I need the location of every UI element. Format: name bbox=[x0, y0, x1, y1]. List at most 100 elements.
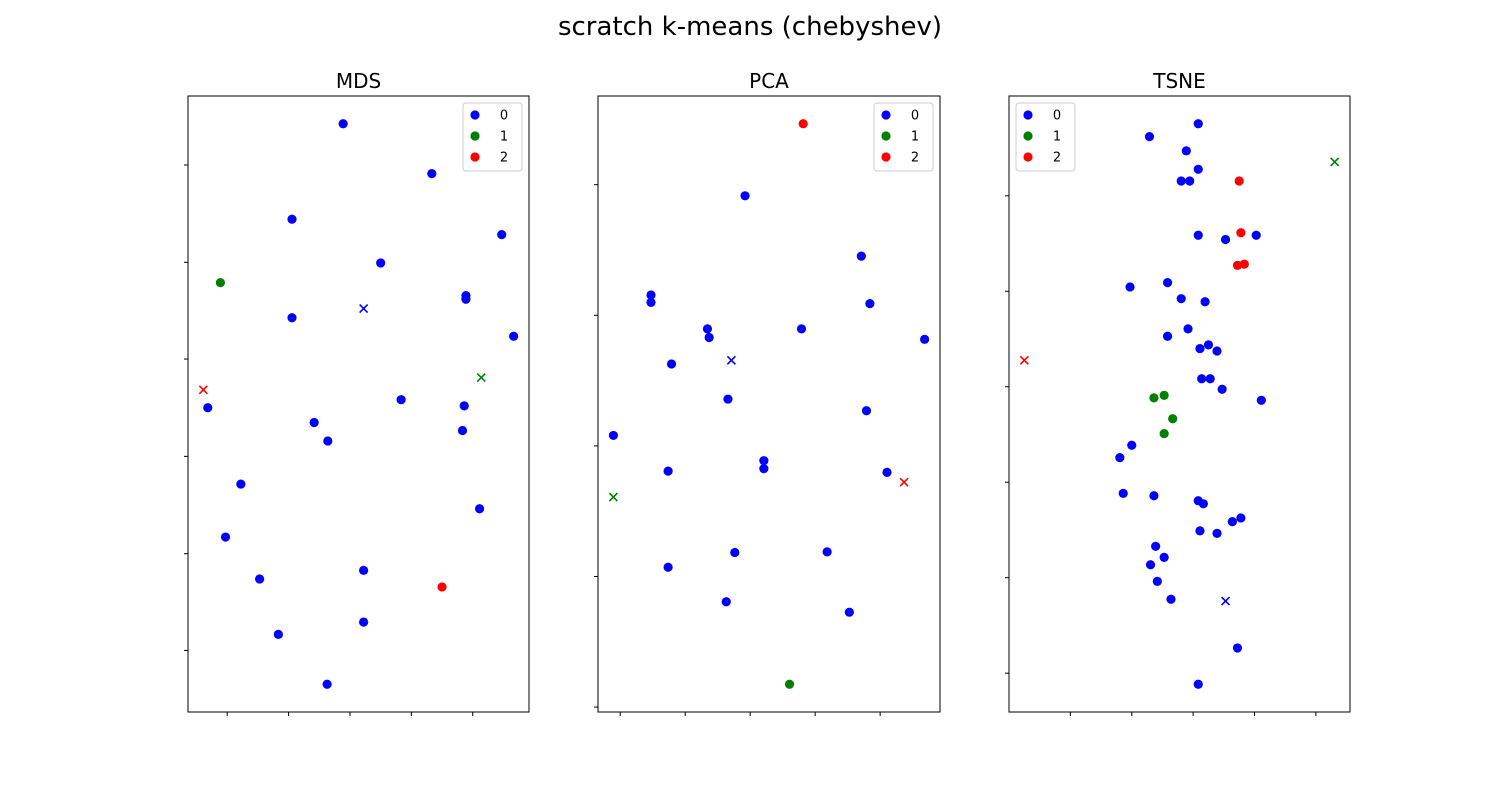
point-cluster-0 bbox=[1166, 594, 1176, 604]
panel-mds: MDS 0 1 2 bbox=[184, 69, 530, 716]
legend-marker-0 bbox=[1023, 110, 1033, 120]
point-cluster-0 bbox=[1162, 278, 1173, 288]
point-cluster-0 bbox=[1159, 552, 1169, 562]
panel-tsne: TSNE 0 1 2 bbox=[1005, 69, 1351, 716]
point-cluster-0 bbox=[608, 430, 618, 441]
point-cluster-0 bbox=[203, 403, 213, 413]
point-cluster-0 bbox=[856, 251, 866, 261]
point-cluster-2 bbox=[1236, 228, 1246, 238]
point-cluster-0 bbox=[461, 294, 471, 304]
panel-pca: PCA 0 1 2 bbox=[594, 69, 941, 716]
legend-label-0: 0 bbox=[500, 109, 508, 124]
point-cluster-0 bbox=[704, 332, 714, 343]
panel-title: MDS bbox=[336, 69, 381, 93]
centroid-0-marker bbox=[1220, 596, 1231, 606]
centroid-0-marker bbox=[359, 303, 369, 314]
point-cluster-0 bbox=[730, 547, 740, 558]
point-cluster-0 bbox=[427, 169, 437, 179]
point-cluster-0 bbox=[322, 679, 332, 689]
centroid-stroke bbox=[608, 492, 618, 502]
point-cluster-0 bbox=[723, 394, 733, 404]
point-cluster-0 bbox=[1162, 331, 1173, 341]
point-cluster-1 bbox=[215, 278, 225, 288]
point-cluster-2 bbox=[1234, 176, 1244, 186]
centroid-1-marker bbox=[476, 372, 486, 383]
point-cluster-0 bbox=[1151, 541, 1161, 551]
point-cluster-0 bbox=[1227, 517, 1237, 527]
point-cluster-0 bbox=[287, 313, 297, 323]
point-cluster-0 bbox=[1195, 343, 1205, 354]
point-cluster-0 bbox=[920, 334, 930, 344]
point-cluster-0 bbox=[1193, 164, 1203, 174]
point-cluster-0 bbox=[663, 466, 673, 476]
panel-title: TSNE bbox=[1152, 69, 1206, 93]
point-cluster-0 bbox=[1205, 374, 1215, 384]
centroid-stroke bbox=[1220, 596, 1231, 606]
point-cluster-0 bbox=[376, 258, 386, 268]
point-cluster-0 bbox=[663, 562, 673, 572]
point-cluster-0 bbox=[759, 464, 769, 474]
point-cluster-0 bbox=[1256, 395, 1266, 405]
centroid-stroke bbox=[198, 385, 208, 395]
centroid-1-marker bbox=[1330, 157, 1340, 167]
point-cluster-0 bbox=[861, 406, 872, 416]
point-cluster-0 bbox=[1193, 119, 1203, 129]
centroid-1-marker bbox=[608, 492, 618, 502]
point-cluster-1 bbox=[1159, 390, 1169, 400]
point-cluster-0 bbox=[666, 359, 677, 369]
point-cluster-0 bbox=[459, 401, 469, 411]
legend-marker-2 bbox=[1023, 152, 1033, 162]
legend-marker-0 bbox=[470, 110, 480, 120]
legend-marker-2 bbox=[470, 152, 480, 162]
legend-marker-1 bbox=[470, 131, 480, 141]
point-cluster-0 bbox=[1193, 230, 1203, 240]
point-cluster-0 bbox=[882, 467, 892, 477]
point-cluster-0 bbox=[359, 617, 369, 627]
point-cluster-1 bbox=[1159, 428, 1169, 439]
point-cluster-0 bbox=[474, 504, 485, 514]
axes-frame bbox=[597, 95, 941, 713]
point-cluster-1 bbox=[1168, 414, 1178, 424]
panel-title: PCA bbox=[749, 69, 789, 93]
point-cluster-0 bbox=[1198, 499, 1208, 509]
centroid-stroke bbox=[476, 372, 486, 383]
point-cluster-0 bbox=[702, 324, 713, 334]
point-cluster-0 bbox=[1144, 132, 1155, 142]
centroid-2-marker bbox=[198, 385, 208, 395]
point-cluster-0 bbox=[220, 532, 231, 542]
axes-frame bbox=[187, 95, 530, 713]
point-cluster-2 bbox=[1239, 259, 1249, 269]
point-cluster-0 bbox=[1232, 643, 1243, 653]
point-cluster-0 bbox=[1145, 560, 1156, 570]
legend-label-1: 1 bbox=[1053, 130, 1061, 145]
point-cluster-0 bbox=[1200, 297, 1210, 307]
point-cluster-0 bbox=[236, 479, 246, 489]
point-cluster-2 bbox=[1232, 260, 1243, 270]
legend-marker-1 bbox=[881, 131, 891, 141]
point-cluster-0 bbox=[646, 297, 656, 307]
point-cluster-0 bbox=[1220, 234, 1231, 245]
point-cluster-0 bbox=[457, 425, 468, 436]
point-cluster-0 bbox=[1236, 513, 1246, 523]
centroid-0-marker bbox=[726, 355, 736, 365]
point-cluster-0 bbox=[287, 214, 297, 224]
centroid-stroke bbox=[726, 355, 736, 365]
point-cluster-0 bbox=[1193, 679, 1203, 689]
point-cluster-0 bbox=[359, 565, 369, 575]
point-cluster-1 bbox=[784, 679, 795, 689]
point-cluster-0 bbox=[865, 298, 875, 309]
point-cluster-0 bbox=[1185, 176, 1195, 186]
centroid-stroke bbox=[1330, 157, 1340, 167]
point-cluster-0 bbox=[1195, 526, 1205, 536]
legend-label-1: 1 bbox=[911, 130, 919, 145]
point-cluster-0 bbox=[323, 436, 333, 446]
point-cluster-0 bbox=[273, 629, 283, 639]
legend-label-2: 2 bbox=[1053, 151, 1061, 166]
point-cluster-0 bbox=[1212, 528, 1222, 538]
figure-title: scratch k-means (chebyshev) bbox=[557, 12, 943, 42]
legend-label-2: 2 bbox=[911, 151, 919, 166]
point-cluster-0 bbox=[309, 417, 319, 428]
point-cluster-0 bbox=[1127, 440, 1137, 450]
point-cluster-0 bbox=[1152, 576, 1162, 587]
